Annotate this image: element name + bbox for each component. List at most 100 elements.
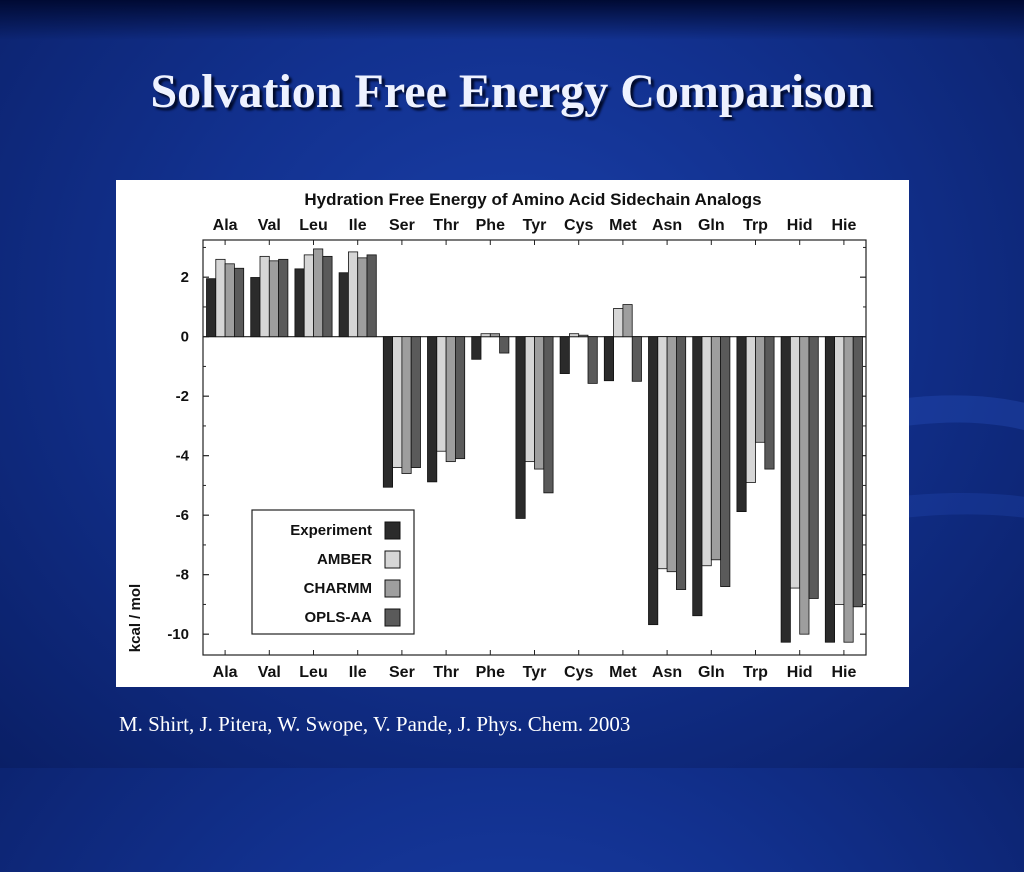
bar xyxy=(578,334,589,338)
y-tick-label: 2 xyxy=(181,269,189,286)
x-tick-label-top: Hid xyxy=(787,217,813,234)
bar xyxy=(843,336,854,643)
x-tick-label-top: Tyr xyxy=(523,217,547,234)
bar xyxy=(755,336,766,443)
bar xyxy=(499,336,510,354)
bar xyxy=(250,277,261,338)
bar xyxy=(410,336,421,468)
bar xyxy=(587,336,598,384)
x-tick-label-top: Trp xyxy=(743,217,768,234)
bar-chart: Hydration Free Energy of Amino Acid Side… xyxy=(127,190,867,681)
x-tick-label-bottom: Ala xyxy=(213,664,238,681)
x-tick-label-bottom: Leu xyxy=(299,664,327,681)
bar xyxy=(303,254,314,338)
x-tick-label-bottom: Phe xyxy=(476,664,505,681)
bar xyxy=(534,336,545,470)
legend-label: AMBER xyxy=(317,551,372,568)
bar xyxy=(720,336,731,587)
bar xyxy=(480,333,491,338)
x-tick-label-bottom: Gln xyxy=(698,664,725,681)
bar xyxy=(631,336,642,382)
x-tick-label-top: Phe xyxy=(476,217,505,234)
bar xyxy=(852,336,863,608)
bar xyxy=(764,336,775,470)
legend-swatch xyxy=(384,579,401,598)
x-tick-label-top: Ala xyxy=(213,217,238,234)
bar xyxy=(666,336,677,573)
bar xyxy=(268,260,280,338)
x-tick-label-bottom: Hid xyxy=(787,664,813,681)
y-tick-label: -4 xyxy=(176,448,190,465)
legend-swatch xyxy=(384,521,401,540)
bar xyxy=(543,336,554,494)
legend-label: CHARMM xyxy=(304,580,372,597)
bar xyxy=(710,336,721,561)
x-tick-label-top: Ile xyxy=(349,217,367,234)
bar xyxy=(445,336,456,463)
bar xyxy=(427,336,438,483)
bar xyxy=(489,333,500,338)
x-tick-label-bottom: Val xyxy=(258,664,281,681)
bar xyxy=(224,263,235,338)
bar xyxy=(736,336,747,513)
x-tick-label-top: Cys xyxy=(564,217,593,234)
bar xyxy=(366,254,377,338)
chart-panel: Hydration Free Energy of Amino Acid Side… xyxy=(116,180,909,687)
legend-swatch xyxy=(384,608,401,627)
x-tick-label-top: Ser xyxy=(389,217,415,234)
bar xyxy=(278,258,289,338)
bar xyxy=(657,336,668,570)
slide-title: Solvation Free Energy Comparison xyxy=(150,65,874,118)
x-tick-label-bottom: Tyr xyxy=(523,664,547,681)
bar xyxy=(622,304,633,338)
x-tick-label-bottom: Thr xyxy=(433,664,459,681)
bar xyxy=(313,248,324,338)
x-tick-label-bottom: Hie xyxy=(831,664,856,681)
x-tick-label-top: Met xyxy=(609,217,637,234)
bar xyxy=(745,336,756,483)
x-tick-label-top: Hie xyxy=(831,217,856,234)
bar xyxy=(215,258,226,338)
bar xyxy=(648,336,659,626)
bar xyxy=(701,336,712,567)
bar xyxy=(454,336,466,460)
bar xyxy=(824,336,835,643)
bar xyxy=(357,257,368,338)
bar xyxy=(471,336,482,360)
bar xyxy=(790,336,801,589)
y-axis-label: kcal / mol xyxy=(127,584,144,652)
bar xyxy=(294,268,305,338)
bar xyxy=(559,336,570,374)
y-tick-label: -2 xyxy=(176,388,189,405)
x-tick-label-top: Thr xyxy=(433,217,459,234)
bar xyxy=(780,336,791,643)
x-tick-label-bottom: Ser xyxy=(389,664,415,681)
y-tick-label: -8 xyxy=(176,567,189,584)
bar xyxy=(676,336,687,590)
bar xyxy=(692,336,703,617)
y-tick-label: -6 xyxy=(176,507,189,524)
legend-swatch xyxy=(384,550,401,569)
bar xyxy=(259,255,270,338)
bar xyxy=(234,267,245,338)
bar xyxy=(613,308,624,338)
x-tick-label-top: Leu xyxy=(299,217,327,234)
bar xyxy=(799,336,810,635)
bar xyxy=(322,255,333,338)
bar xyxy=(436,336,447,452)
chart-title: Hydration Free Energy of Amino Acid Side… xyxy=(304,190,761,209)
x-tick-label-bottom: Trp xyxy=(743,664,768,681)
x-tick-label-top: Asn xyxy=(652,217,682,234)
bar xyxy=(382,336,393,488)
bar xyxy=(603,336,614,382)
legend-label: OPLS-AA xyxy=(305,609,373,626)
bar xyxy=(347,251,359,338)
x-tick-label-bottom: Met xyxy=(609,664,637,681)
bar xyxy=(515,336,526,519)
bar xyxy=(568,333,580,338)
x-tick-label-bottom: Asn xyxy=(652,664,682,681)
x-tick-label-top: Gln xyxy=(698,217,725,234)
bar xyxy=(338,272,349,338)
x-tick-label-top: Val xyxy=(258,217,281,234)
x-tick-label-bottom: Cys xyxy=(564,664,593,681)
